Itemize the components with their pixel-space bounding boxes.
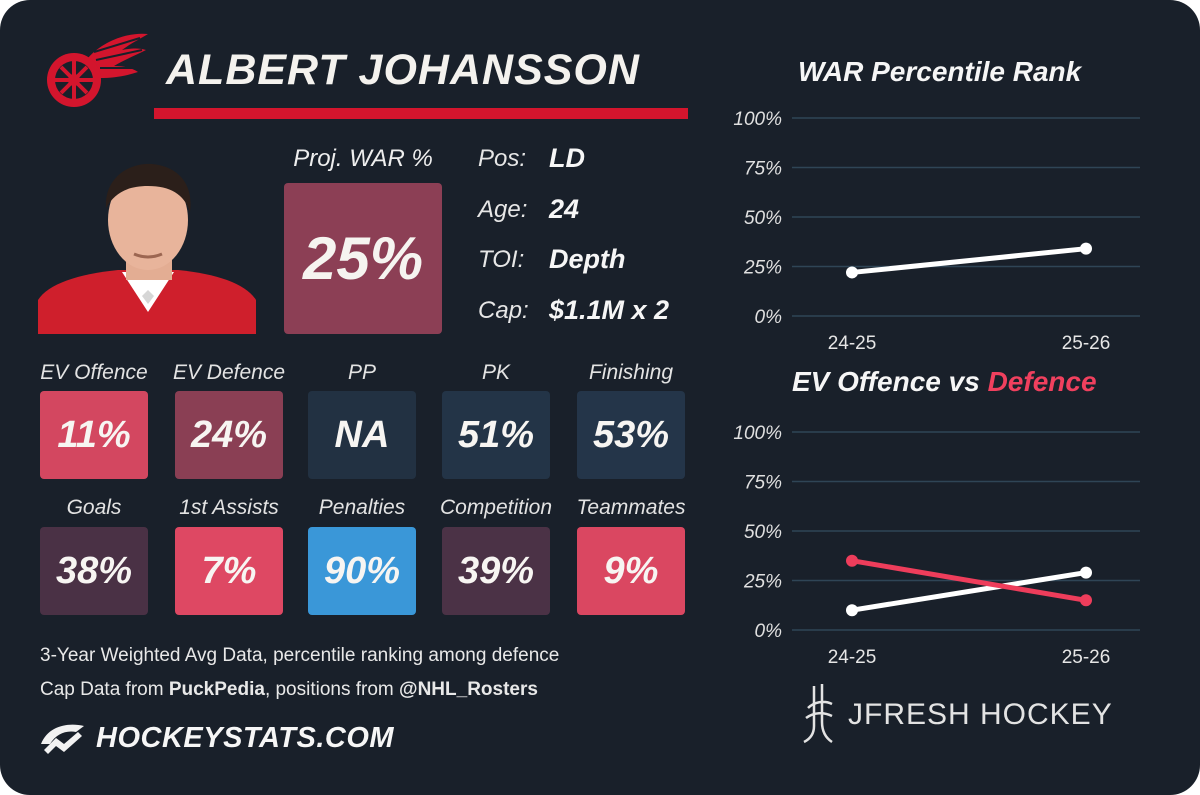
chart2-series1-point <box>846 604 858 617</box>
goals-value: 38% <box>40 527 148 615</box>
chart2-x-tick-label: 25-26 <box>1062 647 1111 668</box>
chart2-x-tick-label: 24-25 <box>828 647 877 668</box>
competition-label: Competition <box>439 496 553 519</box>
ev-offence-label: EV Offence <box>40 361 148 384</box>
pos-label: Pos: <box>478 145 527 172</box>
hockeystats-wordmark: HOCKEYSTATS.COM <box>96 722 395 754</box>
competition-value: 39% <box>442 527 550 615</box>
ev-defence-value: 24% <box>175 391 283 479</box>
chart1-series1-point <box>1080 242 1092 255</box>
war-chart-title: WAR Percentile Rank <box>798 56 1082 87</box>
first-assists-label: 1st Assists <box>179 496 279 519</box>
chart1-x-tick-label: 25-26 <box>1062 333 1111 354</box>
chart1-series1-point <box>846 266 858 279</box>
chart1-series1-line <box>849 246 1089 275</box>
chart1-y-tick-label: 50% <box>744 208 782 229</box>
proj-war-label: Proj. WAR % <box>293 145 433 172</box>
cap-label: Cap: <box>478 297 529 324</box>
first-assists-value: 7% <box>175 527 283 615</box>
footer-note: 3-Year Weighted Avg Data, percentile ran… <box>40 645 560 666</box>
chart1-y-tick-label: 75% <box>744 159 782 180</box>
war-percentile-chart: 0% 25% 50% 75% 100% 24-25 25-26 <box>733 109 1140 354</box>
chart2-y-tick-label: 100% <box>733 423 782 444</box>
ev-offence-defence-chart: 0% 25% 50% 75% 100% 24-25 25-26 <box>733 423 1140 668</box>
chart2-series2-point <box>1080 594 1092 607</box>
finishing-label: Finishing <box>588 361 674 384</box>
chart2-y-tick-label: 50% <box>744 522 782 543</box>
finishing-value: 53% <box>577 391 685 479</box>
goals-label: Goals <box>66 496 122 519</box>
proj-war-value: 25% <box>284 183 442 334</box>
chart2-series1-line <box>849 570 1089 613</box>
pk-value: 51% <box>442 391 550 479</box>
name-underline-bar <box>154 108 688 119</box>
pp-label: PP <box>347 361 376 384</box>
jfresh-wordmark: JFRESH HOCKEY <box>848 698 1113 731</box>
hockeystats-logo-icon <box>41 724 84 754</box>
penalties-label: Penalties <box>318 496 406 519</box>
teammates-value: 9% <box>577 527 685 615</box>
chart1-y-tick-label: 0% <box>755 307 783 328</box>
ev-chart-title-defence: Defence <box>987 366 1097 397</box>
penalties-value: 90% <box>308 527 416 615</box>
puckpedia-link[interactable]: PuckPedia <box>168 679 265 700</box>
player-photo <box>38 163 256 334</box>
chart2-y-tick-label: 75% <box>744 473 782 494</box>
chart2-series1-point <box>1080 566 1092 579</box>
chart2-series2-line <box>849 558 1089 603</box>
ev-defence-label: EV Defence <box>172 361 286 384</box>
teammates-label: Teammates <box>576 496 686 519</box>
chart2-y-tick-label: 0% <box>755 621 783 642</box>
chart2-series2-point <box>846 554 858 567</box>
player-name: ALBERT JOHANSSON <box>166 46 640 94</box>
jfresh-logo-icon <box>803 684 833 744</box>
pp-value: NA <box>308 391 416 479</box>
ev-chart-title: EV Offence vs Defence <box>792 366 1097 398</box>
age-label: Age: <box>478 196 528 223</box>
nhl-rosters-link[interactable]: @NHL_Rosters <box>399 679 538 700</box>
ev-chart-title-offence: EV Offence vs <box>792 366 988 397</box>
chart2-y-tick-label: 25% <box>743 572 782 593</box>
age-value: 24 <box>549 194 580 224</box>
pk-label: PK <box>481 361 510 384</box>
footer-sources: Cap Data from PuckPedia, positions from … <box>40 679 538 701</box>
footer-sources-mid: , positions from <box>264 679 400 700</box>
chart1-y-tick-label: 25% <box>743 258 782 279</box>
cap-value: $1.1M x 2 <box>549 295 670 325</box>
footer-sources-prefix: Cap Data from <box>40 679 169 700</box>
pos-value: LD <box>549 143 585 173</box>
ev-offence-value: 11% <box>40 391 148 479</box>
chart1-y-tick-label: 100% <box>733 109 782 130</box>
winged-wheel-logo <box>47 33 148 107</box>
toi-label: TOI: <box>478 246 525 273</box>
chart1-x-tick-label: 24-25 <box>828 333 877 354</box>
toi-value: Depth <box>549 244 626 274</box>
